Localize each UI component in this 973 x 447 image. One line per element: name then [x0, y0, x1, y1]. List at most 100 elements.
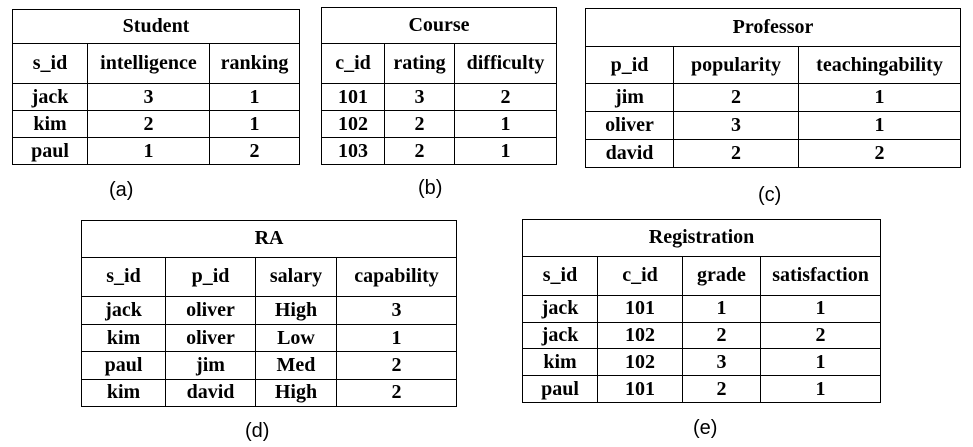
table-cell: jim [585, 83, 674, 113]
table-cell: 2 [335, 351, 458, 380]
table-cell: 1 [335, 323, 458, 353]
table-cell: 1 [454, 110, 557, 139]
table-cell: 2 [673, 139, 799, 168]
table-cell: jack [522, 294, 598, 323]
table-cell: 2 [759, 321, 882, 350]
caption-d: (d) [245, 420, 270, 442]
table-cell: 1 [759, 294, 882, 323]
table-row: oliver 3 1 [585, 111, 962, 141]
column-header: difficulty [454, 42, 557, 85]
column-header: grade [682, 255, 761, 296]
table-row: 103 2 1 [321, 137, 557, 165]
table-cell: 101 [597, 294, 683, 323]
column-header: s_id [81, 256, 166, 298]
table-row: paul 1 2 [12, 137, 301, 165]
table-cell: High [255, 378, 337, 408]
table-cell: kim [81, 323, 166, 353]
table-cell: 101 [597, 375, 683, 403]
table-row: paul 101 2 1 [522, 375, 882, 403]
table-cell: 2 [797, 139, 962, 168]
column-header: c_id [597, 255, 683, 296]
table-cell: 1 [87, 137, 210, 165]
column-header: capability [335, 256, 458, 298]
table-cell: kim [522, 348, 598, 377]
table-row: kim oliver Low 1 [81, 323, 458, 353]
table-cell: 2 [673, 83, 799, 113]
table-row: jack 101 1 1 [522, 294, 882, 323]
column-header: s_id [522, 255, 598, 296]
table-row: kim 102 3 1 [522, 348, 882, 377]
table-title: Course [321, 7, 557, 44]
professor-table: Professor p_id popularity teachingability … [584, 7, 962, 168]
table-cell: jack [81, 296, 166, 325]
table-cell: oliver [165, 323, 256, 353]
table-row: jack 102 2 2 [522, 321, 882, 350]
table-cell: Low [255, 323, 337, 353]
table-cell: 1 [759, 375, 882, 403]
table-row: jack oliver High 3 [81, 296, 458, 325]
table-cell: oliver [585, 111, 674, 141]
caption-b: (b) [418, 177, 443, 199]
table-cell: 1 [682, 294, 761, 323]
table-cell: david [585, 139, 674, 168]
registration-table: Registration s_id c_id grade satisfaction j… [521, 219, 882, 403]
table-cell: 3 [384, 83, 455, 112]
table-cell: kim [81, 378, 166, 408]
column-header: salary [255, 256, 337, 298]
table-cell: 1 [797, 83, 962, 113]
table-title: Student [11, 9, 301, 44]
table-cell: 3 [682, 348, 761, 377]
table-cell: david [165, 378, 256, 408]
table-cell: 3 [673, 111, 799, 141]
table-row: 102 2 1 [321, 110, 557, 139]
table-cell: 1 [208, 110, 301, 139]
table-cell: 3 [87, 83, 210, 112]
table-cell: 101 [321, 83, 385, 112]
table-cell: 1 [454, 137, 557, 165]
table-cell: 102 [597, 348, 683, 377]
table-title: Professor [584, 7, 962, 48]
table-cell: 3 [335, 296, 458, 325]
table-row: jim 2 1 [585, 83, 962, 113]
table-row: paul jim Med 2 [81, 351, 458, 380]
table-cell: paul [12, 137, 88, 165]
table-row: jack 3 1 [12, 83, 301, 112]
table-cell: jack [522, 321, 598, 350]
student-table: Student s_id intelligence ranking jack 3 1 ki… [11, 9, 301, 165]
table-title: Registration [521, 219, 882, 257]
table-cell: 102 [321, 110, 385, 139]
table-title: RA [80, 220, 458, 258]
column-header: satisfaction [759, 255, 882, 296]
column-header: teachingability [797, 46, 962, 85]
course-table: Course c_id rating difficulty 101 3 2 102 2 1 10… [321, 7, 557, 165]
column-header: intelligence [87, 42, 210, 85]
table-cell: oliver [165, 296, 256, 325]
table-cell: jim [165, 351, 256, 380]
table-cell: Med [255, 351, 337, 380]
column-header: rating [384, 42, 455, 85]
table-cell: 2 [384, 110, 455, 139]
ra-table: RA s_id p_id salary capability jack oliver Hi… [80, 220, 458, 408]
table-cell: High [255, 296, 337, 325]
column-header: ranking [208, 42, 301, 85]
table-cell: 2 [335, 378, 458, 408]
table-cell: 2 [682, 375, 761, 403]
caption-e: (e) [693, 417, 718, 439]
caption-c: (c) [758, 184, 782, 206]
table-cell: 2 [454, 83, 557, 112]
table-cell: 2 [682, 321, 761, 350]
table-cell: 1 [797, 111, 962, 141]
column-header: p_id [165, 256, 256, 298]
table-cell: 2 [208, 137, 301, 165]
table-row: kim 2 1 [12, 110, 301, 139]
table-cell: paul [81, 351, 166, 380]
column-header: popularity [673, 46, 799, 85]
table-row: david 2 2 [585, 139, 962, 168]
column-header: s_id [12, 42, 88, 85]
table-row: 101 3 2 [321, 83, 557, 112]
table-row: kim david High 2 [81, 378, 458, 408]
table-cell: 1 [208, 83, 301, 112]
caption-a: (a) [109, 179, 134, 201]
table-cell: jack [12, 83, 88, 112]
column-header: p_id [585, 46, 674, 85]
